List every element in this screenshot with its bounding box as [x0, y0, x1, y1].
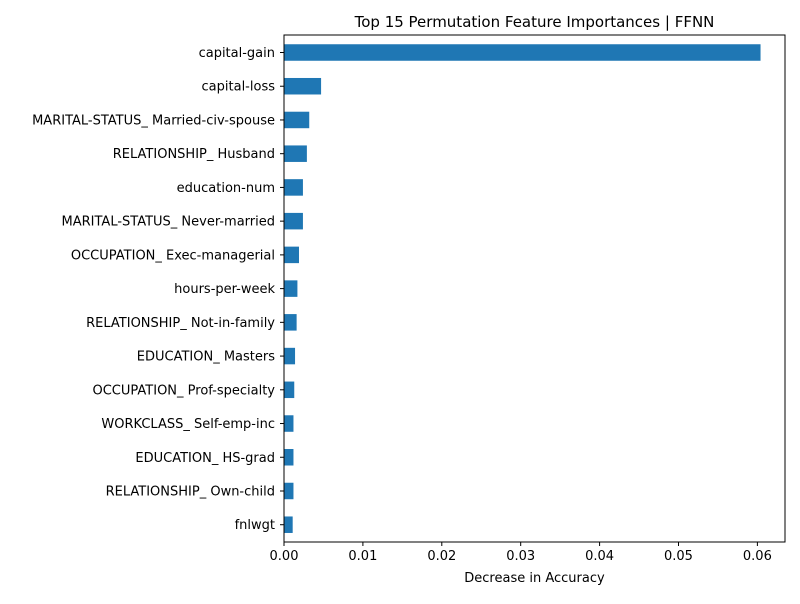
- bar: [284, 77, 322, 95]
- x-tick-label: 0.03: [506, 549, 535, 564]
- bar: [284, 482, 294, 500]
- y-tick-label: capital-loss: [202, 80, 276, 95]
- bars-group: [284, 44, 761, 533]
- bar: [284, 212, 303, 230]
- x-tick-label: 0.01: [348, 549, 377, 564]
- x-tick-label: 0.04: [585, 549, 614, 564]
- x-tick-label: 0.02: [427, 549, 456, 564]
- x-axis-ticks: 0.00 0.01 0.02 0.03 0.04 0.05 0.06: [270, 542, 772, 564]
- y-tick-label: EDUCATION_ Masters: [137, 350, 275, 365]
- y-tick-label: RELATIONSHIP_ Not-in-family: [86, 316, 275, 331]
- x-tick-label: 0.00: [270, 549, 299, 564]
- plot-frame: [283, 34, 786, 543]
- bar: [284, 314, 297, 331]
- bar: [284, 280, 298, 297]
- bar: [284, 381, 295, 399]
- bar: [284, 44, 761, 61]
- bar: [284, 415, 294, 432]
- y-tick-label: education-num: [177, 181, 275, 196]
- y-tick-label: OCCUPATION_ Prof-specialty: [93, 383, 276, 398]
- y-tick-label: hours-per-week: [174, 282, 275, 297]
- bar: [284, 246, 299, 264]
- y-tick-label: WORKCLASS_ Self-emp-inc: [101, 417, 275, 432]
- y-tick-label: RELATIONSHIP_ Own-child: [106, 484, 275, 499]
- x-axis-label: Decrease in Accuracy: [464, 571, 605, 586]
- y-tick-label: capital-gain: [199, 46, 275, 61]
- y-tick-label: MARITAL-STATUS_ Never-married: [62, 215, 275, 230]
- bar: [284, 145, 307, 162]
- y-tick-label: OCCUPATION_ Exec-managerial: [71, 248, 275, 263]
- y-tick-label: MARITAL-STATUS_ Married-civ-spouse: [32, 113, 275, 128]
- x-tick-label: 0.06: [743, 549, 772, 564]
- y-tick-label: fnlwgt: [235, 518, 275, 533]
- bar: [284, 516, 293, 533]
- bar: [284, 347, 296, 365]
- y-axis-ticks: capital-gain capital-loss MARITAL-STATUS_ …: [32, 46, 284, 533]
- bar: [284, 111, 310, 129]
- bar: [284, 179, 303, 196]
- chart-title: Top 15 Permutation Feature Importances |…: [354, 13, 715, 31]
- y-tick-label: EDUCATION_ HS-grad: [135, 451, 275, 466]
- y-tick-label: RELATIONSHIP_ Husband: [113, 147, 275, 162]
- x-tick-label: 0.05: [664, 549, 693, 564]
- bar: [284, 449, 294, 466]
